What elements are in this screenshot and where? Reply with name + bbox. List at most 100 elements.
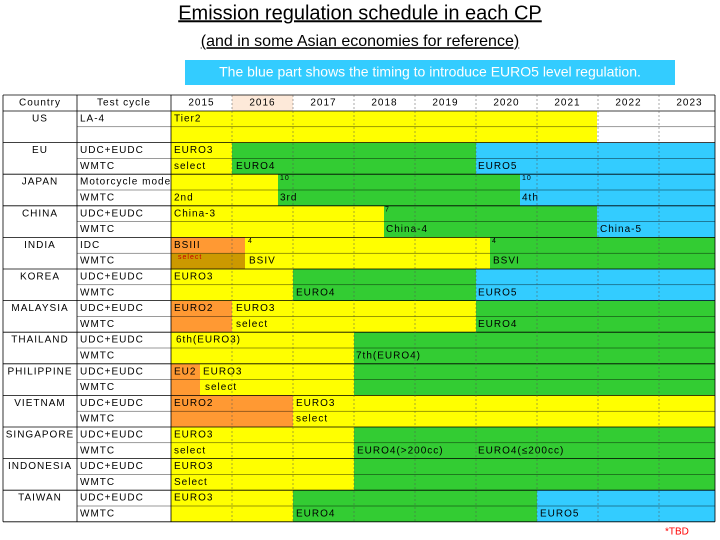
- country-name: MALAYSIA: [11, 303, 68, 314]
- period-label: select: [174, 445, 206, 456]
- country-name: THAILAND: [11, 335, 68, 346]
- country-name: VIETNAM: [14, 398, 65, 409]
- period-label: select: [174, 161, 206, 172]
- test-cycle: UDC+EUDC: [80, 366, 144, 377]
- period-label: EURO4(≤200cc): [478, 445, 564, 456]
- period-label: Tier2: [174, 114, 201, 125]
- period-label: EURO5: [478, 287, 517, 298]
- test-cycle: WMTC: [80, 509, 115, 520]
- header-year: 2021: [554, 98, 580, 109]
- footnote: *TBD: [665, 527, 689, 538]
- period-label: EU2: [174, 366, 196, 377]
- test-cycle: WMTC: [80, 445, 115, 456]
- period-label: EURO4: [478, 319, 517, 330]
- test-cycle: WMTC: [80, 224, 115, 235]
- country-name: CHINA: [22, 208, 58, 219]
- period-label: EURO4: [296, 287, 335, 298]
- period-block: [171, 237, 245, 254]
- test-cycle: UDC+EUDC: [80, 398, 144, 409]
- test-cycle: WMTC: [80, 382, 115, 393]
- test-cycle: UDC+EUDC: [80, 335, 144, 346]
- test-cycle: LA-4: [80, 114, 105, 125]
- header-cell: Country: [19, 98, 61, 109]
- small-note: 10: [280, 175, 290, 182]
- test-cycle: WMTC: [80, 477, 115, 488]
- test-cycle: UDC+EUDC: [80, 461, 144, 472]
- small-note: select: [178, 254, 202, 261]
- test-cycle: WMTC: [80, 256, 115, 267]
- period-label: EURO3: [296, 398, 335, 409]
- test-cycle: UDC+EUDC: [80, 145, 144, 156]
- period-label: Select: [174, 477, 208, 488]
- period-label: EURO3: [203, 366, 242, 377]
- test-cycle: UDC+EUDC: [80, 430, 144, 441]
- header-year: 2018: [371, 98, 397, 109]
- period-label: EURO2: [174, 303, 213, 314]
- test-cycle: WMTC: [80, 287, 115, 298]
- country-name: SINGAPORE: [6, 430, 74, 441]
- test-cycle: WMTC: [80, 193, 115, 204]
- header-highlight: [232, 95, 293, 111]
- small-note: 4: [492, 238, 497, 245]
- country-name: KOREA: [20, 272, 60, 283]
- header-year: 2015: [188, 98, 214, 109]
- country-name: EU: [32, 145, 48, 156]
- header-cell: Test cycle: [97, 98, 151, 109]
- header-year: 2023: [676, 98, 702, 109]
- country-name: TAIWAN: [18, 493, 62, 504]
- period-label: BSVI: [493, 256, 520, 267]
- test-cycle: UDC+EUDC: [80, 493, 144, 504]
- period-label: BSIV: [249, 256, 276, 267]
- test-cycle: WMTC: [80, 351, 115, 362]
- small-note: 4: [248, 238, 253, 245]
- period-label: 2nd: [174, 193, 194, 204]
- period-label: select: [236, 319, 268, 330]
- period-label: BSIII: [174, 240, 201, 251]
- period-label: 4th: [522, 193, 539, 204]
- period-label: EURO3: [236, 303, 275, 314]
- period-label: EURO5: [478, 161, 517, 172]
- test-cycle: UDC+EUDC: [80, 272, 144, 283]
- period-label: EURO5: [540, 509, 579, 520]
- period-label: 3rd: [280, 193, 297, 204]
- subtitle: (and in some Asian economies for referen…: [201, 33, 519, 50]
- test-cycle: UDC+EUDC: [80, 208, 144, 219]
- period-label: EURO2: [174, 398, 213, 409]
- header-year: 2022: [615, 98, 641, 109]
- country-name: JAPAN: [22, 177, 59, 188]
- period-label: EURO4: [296, 509, 335, 520]
- period-label: China-5: [600, 224, 642, 235]
- period-label: select: [205, 382, 237, 393]
- period-label: EURO3: [174, 461, 213, 472]
- small-note: 10: [522, 175, 532, 182]
- title: Emission regulation schedule in each CP: [178, 2, 542, 24]
- test-cycle: UDC+EUDC: [80, 303, 144, 314]
- period-label: EURO3: [174, 493, 213, 504]
- note: The blue part shows the timing to introd…: [219, 64, 641, 80]
- test-cycle: WMTC: [80, 414, 115, 425]
- test-cycle: Motorcycle mode: [80, 177, 171, 188]
- period-label: EURO3: [174, 145, 213, 156]
- header-year: 2019: [432, 98, 458, 109]
- country-name: PHILIPPINE: [7, 366, 72, 377]
- note-box: [185, 60, 675, 85]
- period-block: [171, 253, 245, 269]
- test-cycle: WMTC: [80, 319, 115, 330]
- country-name: INDONESIA: [8, 461, 72, 472]
- country-name: INDIA: [24, 240, 56, 251]
- header-year: 2017: [310, 98, 336, 109]
- small-note: 7: [385, 207, 390, 214]
- period-label: select: [296, 414, 328, 425]
- period-label: EURO4(>200cc): [357, 445, 444, 456]
- header-year: 2016: [249, 98, 275, 109]
- period-label: EURO3: [174, 272, 213, 283]
- test-cycle: WMTC: [80, 161, 115, 172]
- period-label: 6th(EURO3): [176, 335, 241, 346]
- schedule-table: Country Test cycle 2015 2016 2017 2018 2019 202…: [2, 94, 716, 523]
- period-label: EURO3: [174, 430, 213, 441]
- country-name: US: [32, 114, 48, 125]
- period-label: China-3: [174, 208, 216, 219]
- test-cycle: IDC: [80, 240, 100, 251]
- period-label: China-4: [386, 224, 428, 235]
